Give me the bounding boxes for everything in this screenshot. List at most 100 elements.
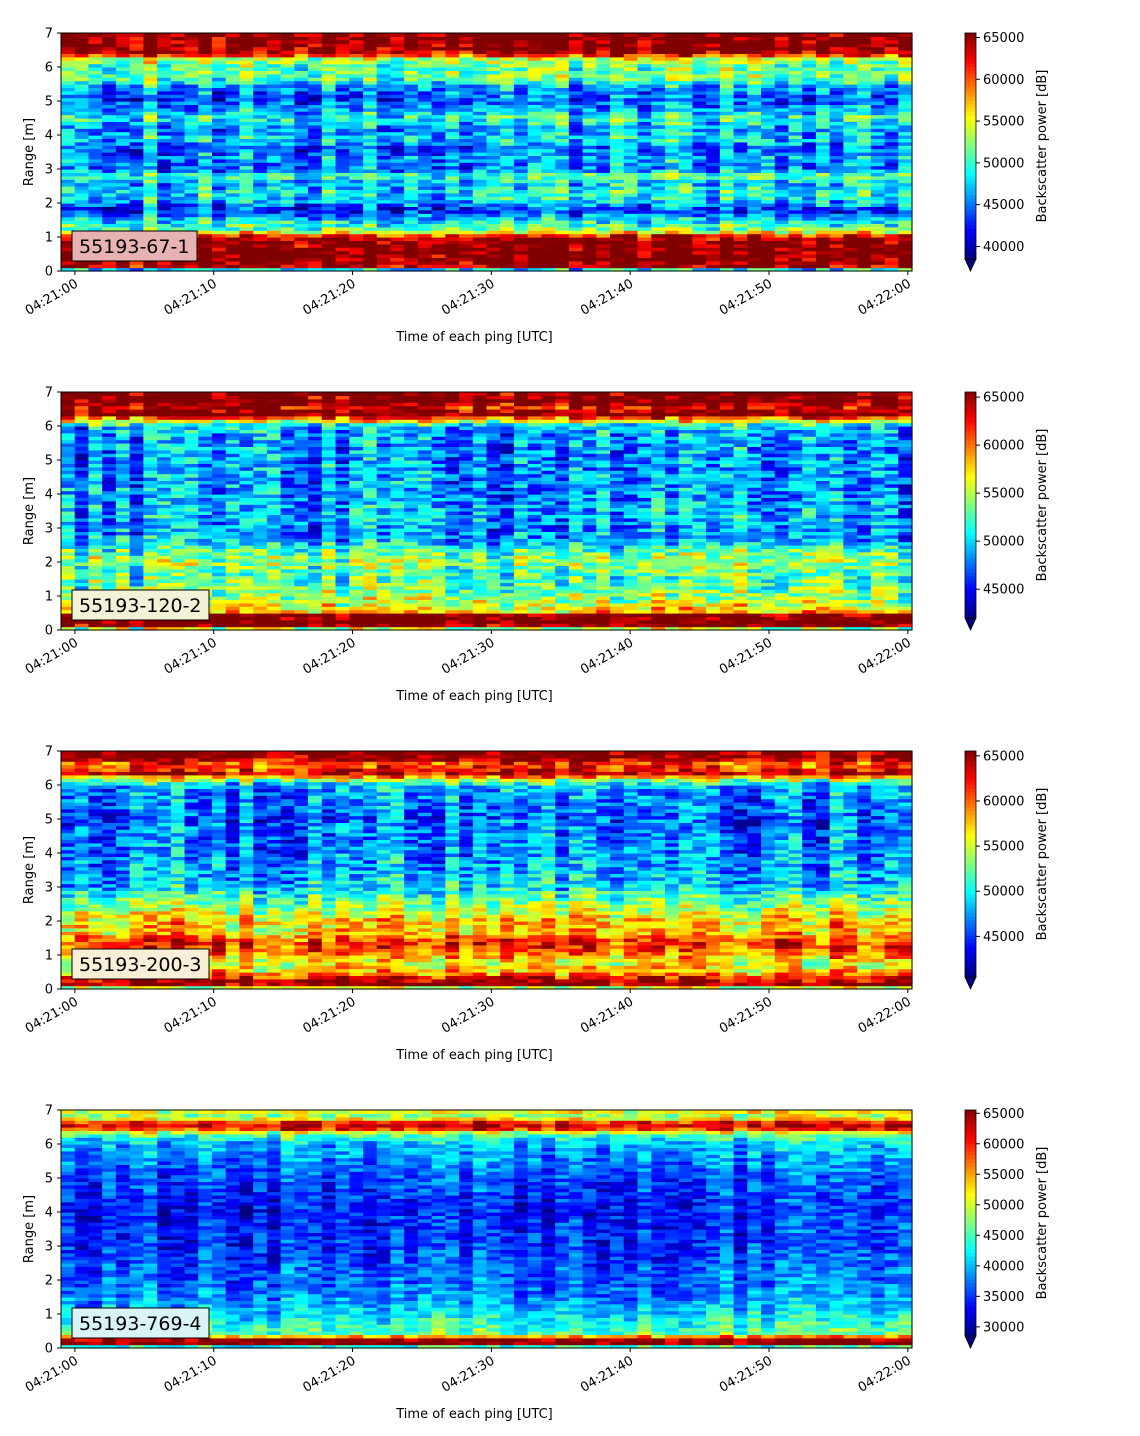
heatmap-cell [843, 131, 858, 136]
heatmap-cell [170, 267, 186, 272]
heatmap-cell [266, 169, 282, 173]
heatmap-cell [129, 111, 144, 116]
heatmap-cell [211, 206, 227, 211]
heatmap-cell [198, 124, 213, 129]
heatmap-cell [376, 260, 392, 265]
heatmap-cell [61, 199, 76, 204]
heatmap-cell [198, 172, 213, 177]
heatmap-cell [294, 196, 309, 201]
heatmap-cell [719, 182, 735, 187]
heatmap-cell [157, 226, 172, 231]
heatmap-cell [335, 209, 350, 214]
heatmap-cell [308, 196, 323, 201]
heatmap-cell [184, 87, 199, 92]
heatmap-cell [362, 39, 378, 44]
heatmap-cell [321, 90, 337, 95]
heatmap-cell [898, 158, 913, 163]
heatmap-cell [198, 158, 213, 163]
heatmap-cell [321, 124, 337, 129]
heatmap-cell [321, 257, 337, 262]
heatmap-cell [170, 148, 186, 153]
heatmap-cell [541, 216, 556, 221]
heatmap-cell [280, 237, 295, 241]
heatmap-cell [719, 226, 735, 231]
heatmap-cell [623, 233, 639, 238]
heatmap-cell [157, 101, 172, 105]
heatmap-cell [239, 243, 254, 248]
heatmap-cell [308, 257, 323, 262]
heatmap-cell [280, 243, 295, 248]
heatmap-cell [788, 250, 803, 255]
heatmap-cell [541, 131, 556, 136]
heatmap-cell [88, 141, 103, 146]
heatmap-cell [74, 67, 90, 71]
heatmap-cell [500, 165, 515, 170]
heatmap-cell [184, 223, 199, 228]
heatmap-cell [308, 39, 323, 44]
heatmap-cell [102, 192, 117, 197]
heatmap-cell [335, 226, 350, 231]
heatmap-cell [115, 97, 131, 102]
heatmap-cell [170, 70, 186, 75]
heatmap-cell [335, 46, 350, 51]
colorbar-segment [965, 78, 976, 83]
heatmap-cell [857, 209, 872, 214]
heatmap-cell [321, 267, 337, 272]
heatmap-cell [157, 487, 172, 492]
heatmap-cell [431, 158, 446, 163]
heatmap-cell [308, 179, 323, 184]
heatmap-cell [102, 392, 117, 396]
heatmap-cell [198, 254, 213, 258]
heatmap-cell [308, 84, 323, 88]
heatmap-cell [198, 247, 213, 252]
heatmap-cell [102, 128, 117, 133]
heatmap-cell [610, 216, 625, 221]
heatmap-cell [335, 148, 350, 153]
heatmap-cell [733, 250, 748, 255]
heatmap-cell [184, 46, 199, 51]
heatmap-cell [253, 223, 268, 228]
heatmap-cell [61, 453, 76, 458]
heatmap-cell [733, 165, 748, 170]
heatmap-cell [349, 213, 364, 218]
heatmap-cell [898, 131, 913, 136]
heatmap-cell [61, 209, 76, 214]
heatmap-cell [102, 43, 117, 48]
heatmap-cell [308, 237, 323, 241]
heatmap-cell [404, 33, 419, 37]
heatmap-cell [335, 84, 350, 88]
heatmap-cell [376, 138, 392, 143]
heatmap-cell [61, 165, 76, 170]
heatmap-cell [61, 80, 76, 85]
heatmap-cell [253, 267, 268, 272]
heatmap-cell [115, 56, 131, 61]
colorbar-extend-triangle [964, 258, 977, 272]
heatmap-cell [211, 84, 227, 88]
heatmap-cell [157, 118, 172, 122]
heatmap-cell [225, 97, 241, 102]
heatmap-cell [404, 199, 419, 204]
heatmap-cell [513, 226, 529, 231]
heatmap-cell [445, 209, 460, 214]
x-tick-label: 04:21:30 [439, 276, 497, 318]
colorbar-segment [965, 63, 976, 68]
heatmap-cell [692, 250, 707, 255]
heatmap-cell [88, 70, 103, 75]
heatmap-cell [253, 158, 268, 163]
heatmap-cell [843, 192, 858, 197]
heatmap-cell [184, 107, 199, 112]
heatmap-cell [376, 196, 392, 201]
heatmap-cell [184, 172, 199, 177]
heatmap-cell [870, 141, 886, 146]
heatmap-cell [802, 131, 817, 136]
heatmap-cell [170, 192, 186, 197]
heatmap-cell [747, 148, 762, 153]
heatmap-cell [129, 182, 144, 187]
heatmap-cell [898, 148, 913, 153]
heatmap-cell [376, 33, 392, 37]
heatmap-cell [184, 39, 199, 44]
heatmap-cell [541, 33, 556, 37]
heatmap-cell [376, 230, 392, 235]
heatmap-cell [143, 121, 158, 126]
heatmap-cell [266, 84, 282, 88]
